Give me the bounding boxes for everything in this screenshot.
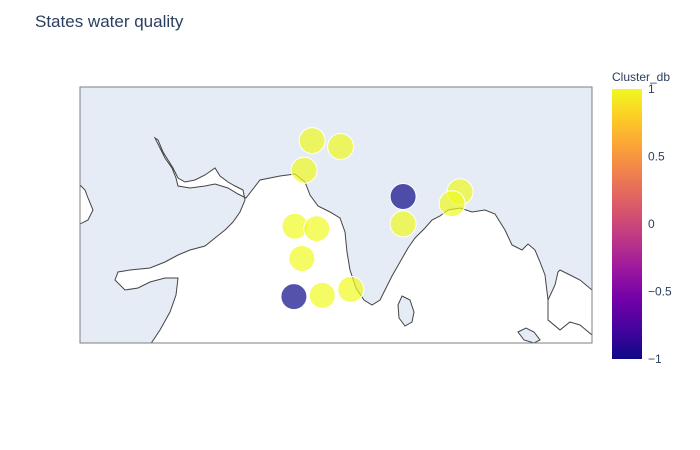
colorbar-tick-label: 1 xyxy=(648,82,655,96)
coastline-south-asia xyxy=(114,136,592,343)
state-marker-8[interactable] xyxy=(389,210,417,238)
colorbar: 1 0.5 0 −0.5 −1 xyxy=(612,82,672,366)
state-marker-0[interactable] xyxy=(298,127,326,155)
chart-title: States water quality xyxy=(35,12,184,31)
colorbar-tick-label: −0.5 xyxy=(648,285,672,299)
colorbar-tick-label: −1 xyxy=(648,352,662,366)
map-area[interactable] xyxy=(78,87,592,345)
colorbar-tick-label: 0.5 xyxy=(648,150,665,164)
state-marker-12[interactable] xyxy=(337,275,365,303)
state-marker-1[interactable] xyxy=(327,133,355,160)
colorbar-gradient xyxy=(612,89,642,359)
map-frame xyxy=(79,86,593,344)
island-andaman xyxy=(517,327,541,343)
state-marker-7[interactable] xyxy=(303,215,331,243)
state-marker-3[interactable] xyxy=(389,183,417,210)
state-marker-9[interactable] xyxy=(288,245,316,272)
island-sri-lanka xyxy=(397,295,415,327)
colorbar-ticks: 1 0.5 0 −0.5 −1 xyxy=(648,82,672,366)
state-marker-11[interactable] xyxy=(308,281,336,309)
scatter-points[interactable] xyxy=(280,127,474,311)
colorbar-tick-label: 0 xyxy=(648,217,655,231)
state-marker-5[interactable] xyxy=(438,190,466,218)
colorbar-title: Cluster_db xyxy=(612,70,671,84)
state-marker-2[interactable] xyxy=(290,156,318,184)
state-marker-10[interactable] xyxy=(280,283,308,311)
